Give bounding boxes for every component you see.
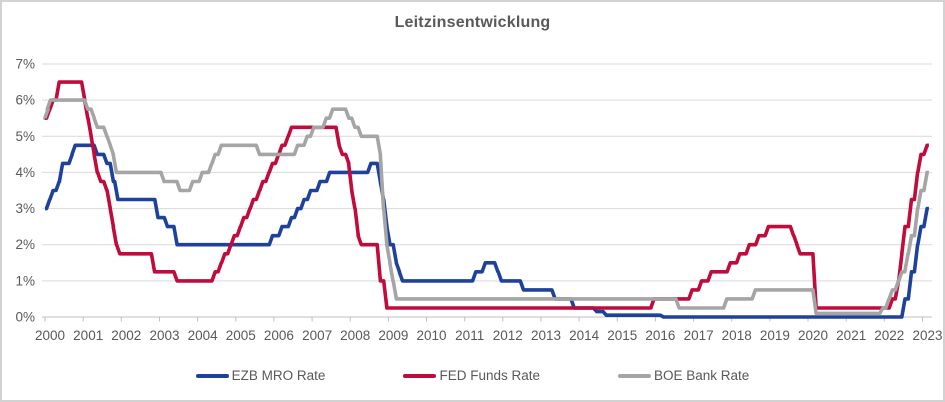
series-line-fed-funds-rate	[44, 80, 929, 310]
ezb-line-swatch-icon	[195, 373, 229, 378]
x-tick-label: 2021	[836, 328, 866, 343]
legend-item-boe: BOE Bank Rate	[618, 368, 749, 383]
x-tick-label: 2006	[264, 328, 294, 343]
x-tick-label: 2009	[378, 328, 408, 343]
chart-legend: EZB MRO Rate FED Funds Rate BOE Bank Rat…	[2, 368, 943, 383]
x-tick-label: 2005	[226, 328, 256, 343]
x-tick-label: 2023	[912, 328, 942, 343]
legend-label-boe: BOE Bank Rate	[654, 368, 750, 383]
x-tick-label: 2008	[340, 328, 370, 343]
x-tick-label: 2018	[722, 328, 752, 343]
x-tick-label: 2010	[416, 328, 446, 343]
x-tick-label: 2016	[645, 328, 675, 343]
y-tick-label: 7%	[15, 57, 35, 72]
x-tick-label: 2019	[760, 328, 790, 343]
x-tick-label: 2004	[188, 328, 219, 343]
x-tick-label: 2003	[149, 328, 179, 343]
legend-item-fed: FED Funds Rate	[403, 368, 540, 383]
x-tick-label: 2007	[302, 328, 332, 343]
fed-line-swatch-icon	[403, 373, 437, 378]
legend-label-fed: FED Funds Rate	[439, 368, 540, 383]
series-line-boe-bank-rate	[43, 98, 929, 316]
series-line-ezb-mro-rate	[44, 143, 929, 319]
boe-line-swatch-icon	[618, 373, 651, 378]
chart-title: Leitzinsentwicklung	[394, 14, 551, 31]
x-tick-label: 2001	[73, 328, 103, 343]
y-tick-label: 0%	[15, 310, 35, 325]
x-tick-label: 2012	[493, 328, 523, 343]
x-tick-label: 2013	[531, 328, 561, 343]
y-tick-label: 1%	[15, 273, 35, 288]
legend-label-ezb: EZB MRO Rate	[231, 368, 326, 383]
y-tick-label: 5%	[15, 129, 35, 144]
y-tick-label: 6%	[15, 93, 35, 108]
x-tick-label: 2015	[607, 328, 637, 343]
x-tick-label: 2011	[455, 328, 484, 343]
legend-item-ezb: EZB MRO Rate	[195, 368, 326, 383]
x-tick-label: 2000	[35, 328, 65, 343]
y-tick-label: 2%	[15, 237, 35, 252]
x-tick-label: 2017	[684, 328, 714, 343]
x-tick-label: 2022	[874, 328, 904, 343]
x-tick-label: 2002	[111, 328, 141, 343]
y-tick-label: 4%	[15, 165, 35, 180]
x-tick-label: 2020	[798, 328, 828, 343]
x-tick-label: 2014	[569, 328, 600, 343]
y-tick-label: 3%	[15, 201, 35, 216]
